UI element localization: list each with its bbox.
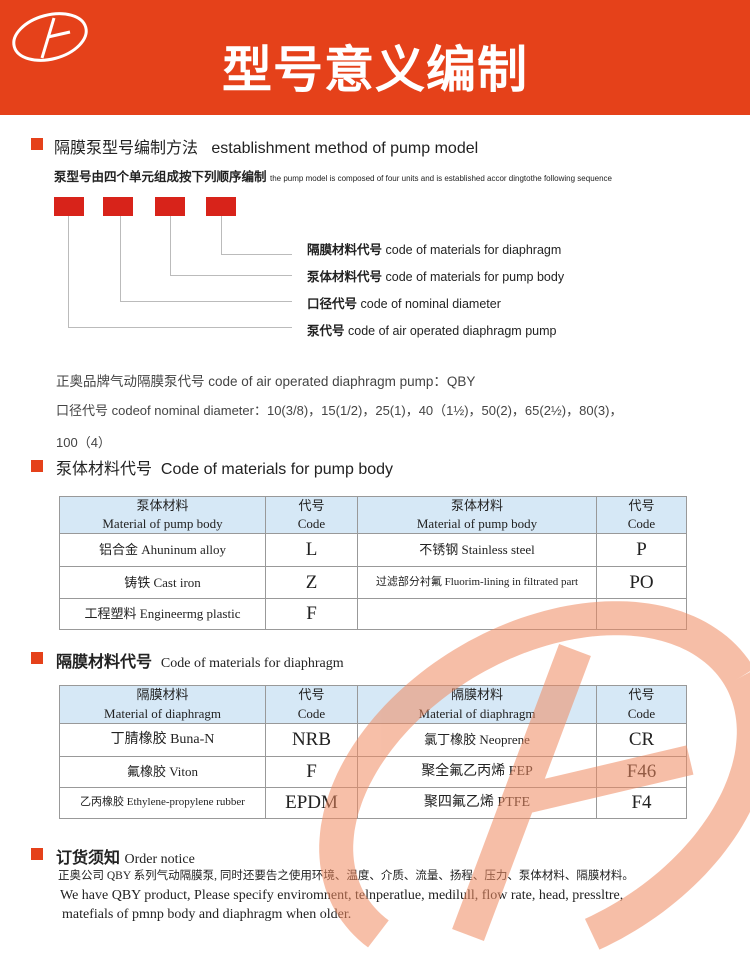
material-cell: 丁腈橡胶 Buna-N (59, 723, 266, 757)
model-unit-box (54, 197, 84, 216)
connector-line (170, 216, 171, 275)
section3-heading: 隔膜材料代号 Code of materials for diaphragm (56, 654, 344, 671)
material-cell: 铝合金 Ahuninum alloy (59, 533, 266, 568)
code-cell: F4 (596, 787, 687, 819)
pump-body-materials-table: 泵体材料 Material of pump body 代号 Code 泵体材料 Mat… (59, 495, 687, 631)
connector-line (68, 327, 292, 328)
connector-line (120, 301, 292, 302)
code-cell: PO (596, 566, 687, 600)
connector-line (120, 216, 121, 301)
material-cell: 氯丁橡胶 Neoprene (357, 723, 597, 757)
code-cell: NRB (265, 723, 358, 757)
material-cell: 过滤部分衬氟 Fluorim-lining in filtrated part (357, 566, 597, 600)
order-notice-en-cont: matefials of pmnp body and diaphragm whe… (62, 907, 352, 922)
table-row: 乙丙橡胶 Ethylene-propylene rubber EPDM 聚四氟乙烯 … (59, 787, 687, 819)
header-cell: 隔膜材料 Material of diaphragm (357, 685, 597, 724)
material-cell: 铸铁 Cast iron (59, 566, 266, 600)
material-cell (357, 598, 597, 631)
section1-subheading: 泵型号由四个单元组成按下列顺序编制 the pump model is comp… (54, 170, 612, 184)
code-cell: F46 (596, 756, 687, 788)
diameter-code-line: 口径代号 codeof nominal diameter：10(3/8)，15(… (56, 403, 623, 418)
table-row: 丁腈橡胶 Buna-N NRB 氯丁橡胶 Neoprene CR (59, 723, 687, 757)
material-cell: 不锈钢 Stainless steel (357, 533, 597, 568)
model-unit-box (155, 197, 185, 216)
material-cell: 聚四氟乙烯 PTFE (357, 787, 597, 819)
label-diaphragm-code: 隔膜材料代号 code of materials for diaphragm (307, 243, 562, 257)
header-cell: 泵体材料 Material of pump body (59, 495, 266, 535)
material-cell: 氟橡胶 Viton (59, 756, 266, 788)
model-unit-box (206, 197, 236, 216)
section-bullet-icon (31, 460, 43, 472)
page-title: 型号意义编制 (222, 41, 528, 99)
header-cell: 隔膜材料 Material of diaphragm (59, 685, 266, 724)
connector-line (221, 254, 292, 255)
connector-line (221, 216, 222, 254)
table-row: 铸铁 Cast iron Z 过滤部分衬氟 Fluorim-lining in fi… (59, 566, 687, 600)
header-cell: 代号 Code (265, 685, 358, 724)
header-cell: 泵体材料 Material of pump body (357, 495, 597, 535)
code-cell: P (596, 533, 687, 568)
table-header-row: 泵体材料 Material of pump body 代号 Code 泵体材料 Mat… (59, 495, 687, 535)
header-banner: 型号意义编制 (0, 0, 750, 115)
material-cell: 聚全氟乙丙烯 FEP (357, 756, 597, 788)
header-cell: 代号 Code (596, 495, 687, 535)
section2-heading: 泵体材料代号 Code of materials for pump body (56, 461, 394, 478)
table-row: 工程塑料 Engineermg plastic F (59, 598, 687, 631)
section-bullet-icon (31, 652, 43, 664)
material-cell: 乙丙橡胶 Ethylene-propylene rubber (59, 787, 266, 819)
code-cell: F (265, 756, 358, 788)
material-cell: 工程塑料 Engineermg plastic (59, 598, 266, 631)
table-row: 铝合金 Ahuninum alloy L 不锈钢 Stainless steel P (59, 533, 687, 568)
pump-code-line: 正奥品牌气动隔膜泵代号 code of air operated diaphra… (56, 374, 476, 389)
header-cell: 代号 Code (265, 495, 358, 535)
code-cell: CR (596, 723, 687, 757)
section-bullet-icon (31, 848, 43, 860)
section-bullet-icon (31, 138, 43, 150)
code-cell: Z (265, 566, 358, 600)
label-pump-code: 泵代号 code of air operated diaphragm pump (307, 324, 557, 338)
table-header-row: 隔膜材料 Material of diaphragm 代号 Code 隔膜材料 Mat… (59, 685, 687, 724)
diameter-code-line-cont: 100（4） (56, 435, 111, 450)
code-cell: F (265, 598, 358, 631)
code-cell (596, 598, 687, 631)
table-row: 氟橡胶 Viton F 聚全氟乙丙烯 FEP F46 (59, 756, 687, 788)
brand-logo-icon (12, 12, 88, 62)
code-cell: EPDM (265, 787, 358, 819)
header-cell: 代号 Code (596, 685, 687, 724)
label-diameter-code: 口径代号 code of nominal diameter (307, 297, 501, 311)
model-unit-box (103, 197, 133, 216)
diaphragm-materials-table: 隔膜材料 Material of diaphragm 代号 Code 隔膜材料 Mat… (59, 685, 687, 819)
label-body-code: 泵体材料代号 code of materials for pump body (307, 270, 565, 284)
section4-heading: 订货须知 Order notice (56, 850, 195, 867)
section1-heading: 隔膜泵型号编制方法 establishment method of pump m… (54, 140, 479, 157)
connector-line (170, 275, 292, 276)
connector-line (68, 216, 69, 327)
order-notice-en: We have QBY product, Please specify envi… (60, 888, 624, 903)
code-cell: L (265, 533, 358, 568)
order-notice-cn: 正奥公司 QBY 系列气动隔膜泵, 同时还要告之使用环境、温度、介质、流量、扬程… (58, 870, 634, 882)
